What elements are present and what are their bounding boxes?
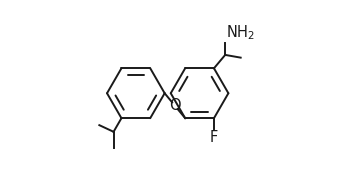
Text: NH$_2$: NH$_2$ <box>226 23 255 42</box>
Text: O: O <box>169 98 181 113</box>
Text: F: F <box>210 130 218 145</box>
